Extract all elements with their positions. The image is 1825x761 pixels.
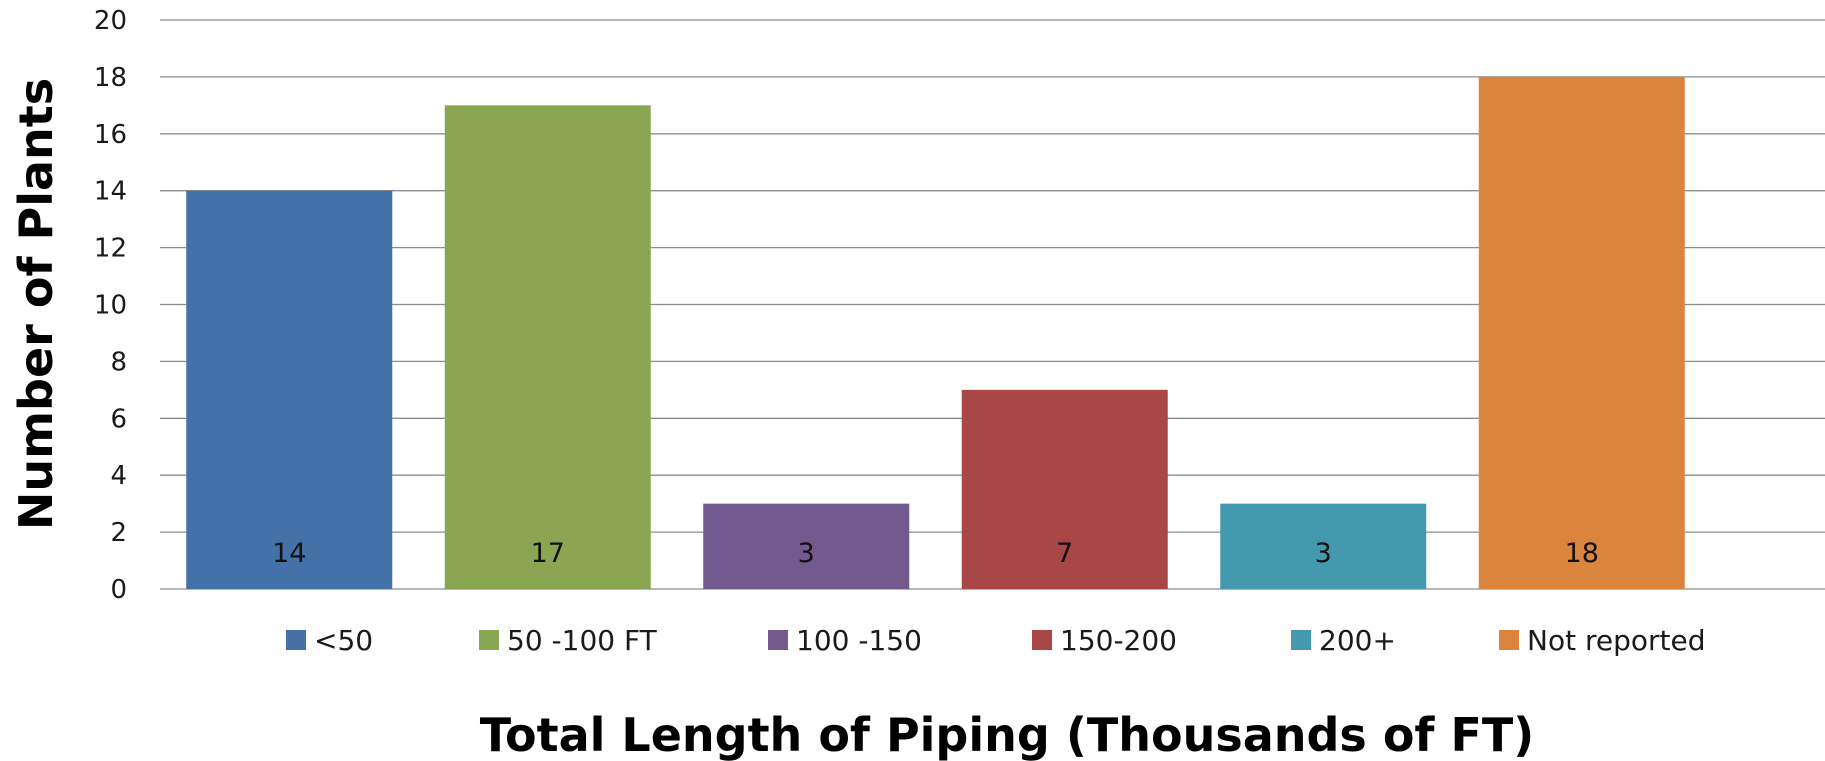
bar-value-label: 18	[1565, 538, 1599, 569]
bar-value-label: 3	[798, 538, 815, 569]
y-tick-label: 10	[94, 291, 127, 321]
legend-label: 100 -150	[796, 624, 922, 657]
y-tick-label: 18	[94, 63, 127, 93]
legend-label: <50	[314, 624, 373, 657]
y-tick-label: 4	[110, 461, 127, 491]
y-tick-label: 6	[110, 404, 127, 434]
bar-value-label: 3	[1315, 538, 1332, 569]
legend-swatch	[1032, 630, 1052, 650]
y-tick-label: 2	[110, 518, 127, 548]
x-axis-title: Total Length of Piping (Thousands of FT)	[480, 708, 1535, 761]
y-tick-label: 12	[94, 234, 127, 264]
y-axis-title: Number of Plants	[9, 78, 63, 530]
y-tick-label: 0	[110, 575, 127, 605]
legend-swatch	[1291, 630, 1311, 650]
legend-label: Not reported	[1527, 624, 1705, 657]
legend-swatch	[1499, 630, 1519, 650]
legend-swatch	[286, 630, 306, 650]
legend-swatch	[479, 630, 499, 650]
bar	[444, 105, 651, 589]
bar	[961, 389, 1168, 589]
y-tick-label: 14	[94, 177, 127, 207]
data-labels: 14 17 3 7 3 18	[272, 538, 1599, 569]
y-tick-label: 20	[94, 6, 127, 36]
y-axis-ticks: 0 2 4 6 8 10 12 14 16 18 20	[94, 6, 127, 605]
bar	[186, 190, 393, 589]
bar-value-label: 14	[272, 538, 306, 569]
bar-value-label: 17	[531, 538, 565, 569]
legend: <50 50 -100 FT 100 -150 150-200 200+ Not repo…	[286, 624, 1705, 657]
legend-label: 50 -100 FT	[507, 624, 658, 657]
legend-swatch	[768, 630, 788, 650]
bars	[186, 76, 1685, 589]
legend-label: 150-200	[1060, 624, 1177, 657]
bar	[703, 503, 910, 589]
bar-value-label: 7	[1056, 538, 1073, 569]
y-tick-label: 16	[94, 120, 127, 150]
bar	[1478, 76, 1685, 589]
legend-label: 200+	[1319, 624, 1396, 657]
bar	[1220, 503, 1427, 589]
y-tick-label: 8	[110, 347, 127, 377]
